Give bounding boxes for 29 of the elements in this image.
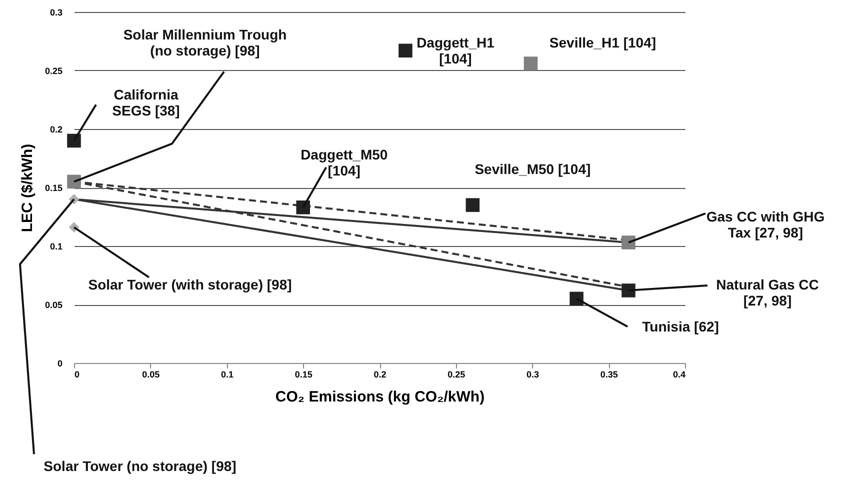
annotation: Solar Millennium Trough (no storage) [98]	[123, 26, 287, 59]
y-tick-label: 0.25	[44, 66, 62, 76]
x-axis-title: CO₂ Emissions (kg CO₂/kWh)	[275, 388, 485, 406]
x-tick-label: 0.2	[374, 370, 386, 380]
x-tick-label: 0.35	[600, 370, 618, 380]
x-tick-label: 0.05	[142, 370, 160, 380]
x-tick-label: 0.3	[526, 370, 540, 380]
annotation: Seville_H1 [104]	[549, 34, 656, 50]
x-tick-label: 0.4	[672, 370, 686, 380]
y-tick-label: 0	[57, 358, 62, 368]
annotation: Daggett_M50 [104]	[300, 146, 388, 178]
y-tick-label: 0.3	[50, 8, 62, 18]
x-tick-label: 0	[74, 370, 80, 380]
y-tick-label: 0.05	[44, 300, 62, 310]
y-tick-label: 0.15	[44, 183, 62, 193]
annotation: Seville_M50 [104]	[474, 161, 591, 178]
annotation: Gas CC with GHG Tax [27, 98]	[706, 208, 825, 240]
annotation: Natural Gas CC [27, 98]	[716, 276, 819, 308]
y-tick-label: 0.2	[50, 124, 62, 134]
annotation: Solar Tower (no storage) [98]	[44, 458, 236, 474]
x-tick-label: 0.25	[448, 370, 466, 380]
annotation: Solar Tower (with storage) [98]	[88, 276, 292, 292]
annotation: California SEGS [38]	[112, 86, 180, 119]
annotation: Tunisia [62]	[642, 318, 719, 335]
annotation: Daggett_H1 [104]	[416, 34, 495, 67]
y-axis-title: LEC ($/kWh)	[18, 144, 36, 232]
x-tick-label: 0.15	[294, 370, 312, 380]
y-tick-label: 0.1	[50, 242, 62, 252]
x-tick-label: 0.1	[220, 370, 234, 380]
